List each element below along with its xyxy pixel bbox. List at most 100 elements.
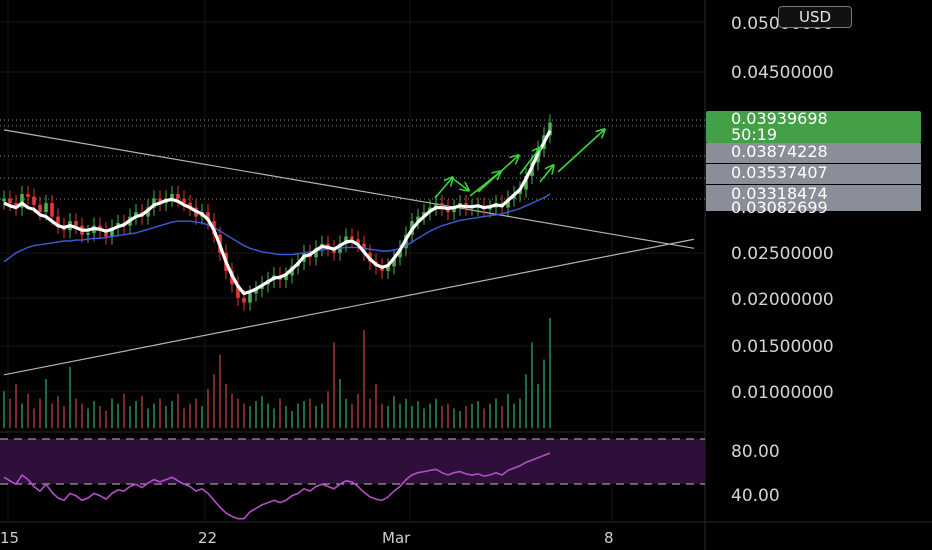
candle-body (350, 236, 354, 240)
volume-bar (351, 403, 353, 428)
candle-body (356, 239, 360, 244)
rsi-panel (0, 438, 705, 520)
trendlines (3, 129, 695, 376)
level-lines (0, 119, 705, 200)
candle-body (110, 227, 114, 237)
volume-bar (81, 403, 83, 428)
ma-slow-line (3, 193, 551, 263)
volume-bar (315, 406, 317, 428)
volume-bar (327, 391, 329, 428)
volume-bar (111, 398, 113, 428)
price-tick-label: 0.02000000 (731, 290, 834, 310)
volume-bar (345, 398, 347, 428)
volume-bar (471, 403, 473, 428)
volume-bar (279, 398, 281, 428)
candle-body (506, 198, 510, 208)
volume-bar (447, 403, 449, 428)
volume-bar (33, 408, 35, 428)
volume-bar (153, 403, 155, 428)
volume-bar (537, 384, 539, 428)
countdown-value: 50:19 (731, 125, 777, 144)
volume-bar (105, 410, 107, 428)
moving-averages (3, 130, 552, 296)
candle-body (248, 293, 252, 303)
volume-bar (429, 403, 431, 428)
currency-button[interactable]: USD (778, 6, 852, 28)
date-axis[interactable]: 15 22 Mar 8 (0, 529, 614, 547)
projection-arrows (434, 130, 604, 199)
volume-bar (273, 408, 275, 428)
volume-bar (219, 354, 221, 428)
volume-bar (495, 398, 497, 428)
projection-arrow (477, 156, 518, 193)
date-label: 15 (0, 529, 19, 547)
level-price-value: 0.03537407 (731, 163, 828, 182)
volume-bar (45, 379, 47, 428)
candle-body (86, 232, 90, 235)
volume-bar (177, 393, 179, 428)
volume-bar (501, 406, 503, 428)
volume-bar (39, 398, 41, 428)
candle-body (284, 275, 288, 280)
volume-bar (309, 398, 311, 428)
candle-body (134, 212, 138, 217)
volume-bar (183, 408, 185, 428)
rsi-line (3, 452, 551, 520)
volume-bar (321, 403, 323, 428)
volume-bar (75, 398, 77, 428)
volume-bar (333, 342, 335, 428)
candle-body (452, 207, 456, 213)
projection-arrow (539, 166, 553, 183)
candle-body (236, 284, 240, 298)
candle-body (182, 198, 186, 204)
volume-bar (147, 408, 149, 428)
volume-bar (405, 398, 407, 428)
volume-bar (411, 406, 413, 428)
candle-body (14, 203, 18, 208)
candle-body (314, 248, 318, 258)
volume-bar (207, 388, 209, 428)
volume-bar (363, 330, 365, 428)
volume-bar (87, 408, 89, 428)
candle-body (488, 207, 492, 210)
candle-body (8, 198, 12, 204)
volume-bar (123, 393, 125, 428)
volume-bar (195, 398, 197, 428)
rsi-tick-label: 40.00 (731, 486, 780, 506)
candle-body (56, 216, 60, 226)
volume-bar (225, 384, 227, 428)
volume-bar (453, 408, 455, 428)
last-price-tag (706, 111, 921, 143)
volume-bar (99, 406, 101, 428)
volume-bar (441, 406, 443, 428)
candle-body (254, 288, 258, 294)
volume-bars (3, 318, 551, 428)
volume-bar (159, 398, 161, 428)
level-price-value: 0.03318474 (731, 184, 828, 203)
projection-arrow (557, 130, 604, 173)
volume-bar (21, 403, 23, 428)
volume-bar (129, 406, 131, 428)
candle-body (524, 175, 528, 190)
volume-bar (507, 393, 509, 428)
volume-bar (171, 401, 173, 428)
price-tick-label: 0.04500000 (731, 63, 834, 83)
volume-bar (357, 393, 359, 428)
price-tick-label: 0.02500000 (731, 244, 834, 264)
level-price-value: 0.03082699 (731, 198, 828, 217)
ma-fast-line (3, 130, 552, 296)
volume-bar (477, 401, 479, 428)
volume-bar (141, 396, 143, 428)
volume-bar (525, 374, 527, 428)
volume-bar (549, 318, 551, 428)
volume-bar (231, 393, 233, 428)
projection-arrow (451, 177, 468, 190)
rsi-band (0, 439, 705, 484)
candle-body (158, 198, 162, 204)
volume-bar (201, 406, 203, 428)
price-axis[interactable]: 0.050000000.045000000.025000000.02000000… (731, 14, 834, 506)
volume-bar (249, 406, 251, 428)
candle-body (44, 203, 48, 213)
candle-body (440, 203, 444, 208)
